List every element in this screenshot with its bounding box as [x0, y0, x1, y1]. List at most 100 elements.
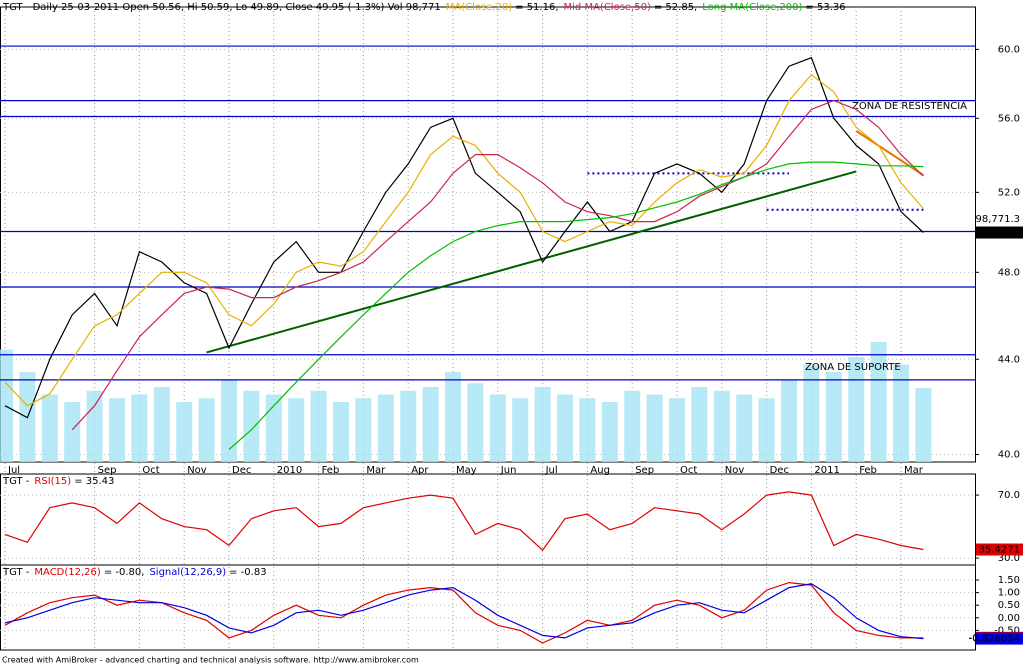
volume-bar — [445, 372, 461, 462]
x-tick-label: Aug — [590, 465, 610, 476]
series-line — [4, 73, 924, 407]
x-tick-label: Dec — [232, 465, 251, 476]
y-tick-label: 44.0 — [998, 354, 1020, 365]
footer: Created with AmiBroker - advanced charti… — [2, 656, 419, 665]
last-value-label: 35.4271 — [979, 545, 1020, 556]
volume-bar — [713, 390, 730, 462]
volume-bar — [669, 398, 685, 462]
volume-bar — [422, 387, 439, 462]
volume-bar — [691, 387, 708, 462]
x-tick-label: 2010 — [277, 465, 302, 476]
y-tick-label: 1.00 — [998, 588, 1020, 599]
legend-value: = 52.85, — [654, 2, 697, 13]
y-tick-label: 56.0 — [998, 113, 1020, 124]
trend-line — [855, 130, 924, 177]
series-line — [71, 99, 924, 431]
y-tick-label: -0.50 — [994, 625, 1020, 636]
trend-line — [206, 170, 857, 354]
volume-bar — [400, 390, 417, 462]
volume-bar — [512, 398, 529, 462]
volume-bar — [534, 387, 551, 462]
last-value-box — [976, 226, 1023, 239]
volume-bar — [265, 394, 282, 462]
legend-name: Mid MA(Close,50) — [564, 2, 651, 13]
legend-value: = 35.43 — [74, 476, 114, 487]
y-tick-label: 1.50 — [998, 575, 1020, 586]
x-tick-label: Feb — [859, 465, 877, 476]
volume-bar — [0, 349, 13, 462]
title-text: TGT - — [2, 567, 30, 578]
y-tick-label: 30.0 — [998, 553, 1020, 564]
annotation: ZONA DE SUPORTE — [805, 362, 901, 373]
y-tick-label: 52.0 — [998, 187, 1020, 198]
volume-bar — [915, 387, 932, 462]
volume-bar — [736, 394, 753, 462]
volume-bar — [243, 390, 260, 462]
volume-bar — [310, 390, 327, 462]
volume-bar — [489, 394, 506, 462]
legend-value: = -0.83 — [229, 567, 266, 578]
y-tick-label: 0.50 — [998, 600, 1020, 611]
volume-bar — [153, 387, 170, 462]
volume-bar — [41, 394, 58, 462]
volume-bar — [377, 394, 394, 462]
x-tick-label: Apr — [411, 465, 429, 476]
x-tick-label: Oct — [680, 465, 697, 476]
volume-bar — [601, 402, 618, 462]
x-tick-label: Jul — [545, 465, 558, 476]
x-tick-label: Oct — [142, 465, 159, 476]
x-tick-label: Mar — [904, 465, 924, 476]
volume-bar — [355, 398, 372, 462]
last-value-box — [976, 543, 1023, 556]
panel-title: TGT - Daily 25-03-2011 Open 50.56, Hi 50… — [2, 2, 846, 13]
legend-name: RSI(15) — [34, 476, 71, 487]
volume-bar — [781, 379, 797, 462]
volume-bar — [198, 398, 215, 462]
x-tick-label: Jul — [7, 465, 20, 476]
volume-bar — [848, 357, 865, 462]
volume-bar — [624, 390, 641, 462]
legend-value: = 51.16, — [515, 2, 558, 13]
volume-bar — [893, 364, 909, 462]
x-tick-label: Mar — [366, 465, 386, 476]
x-tick-label: Sep — [98, 465, 117, 476]
volume-bar — [646, 394, 663, 462]
volume-last-label: 98,771.3 — [975, 214, 1020, 225]
volume-bar — [64, 402, 81, 462]
last-value-label: 49.95 — [991, 228, 1020, 239]
volume-bar — [288, 398, 305, 462]
panel-title: TGT - MACD(12,26) = -0.80, Signal(12,26,9) =… — [2, 567, 267, 578]
x-tick-label: Nov — [187, 465, 207, 476]
volume-bar — [176, 402, 193, 462]
x-tick-label: Nov — [725, 465, 745, 476]
series-line — [228, 161, 924, 450]
volume-bar — [131, 394, 148, 462]
volume-bar — [803, 364, 820, 462]
y-tick-label: 0.00 — [998, 613, 1020, 624]
y-tick-label: 60.0 — [998, 44, 1020, 55]
x-tick-label: Sep — [635, 465, 654, 476]
volume-bar — [825, 372, 842, 462]
legend-name: Long MA(Close,200) — [702, 2, 802, 13]
title-text: TGT - — [2, 476, 30, 487]
x-tick-label: Dec — [770, 465, 789, 476]
series-line — [4, 583, 924, 640]
volume-bar — [870, 342, 887, 462]
last-value-box — [976, 632, 1023, 645]
y-tick-label: 48.0 — [998, 267, 1020, 278]
y-tick-label: 40.0 — [998, 449, 1020, 460]
volume-bar — [557, 394, 573, 462]
panel-title: TGT - RSI(15) = 35.43 — [2, 476, 114, 487]
last-value-label: -0.826054 — [969, 634, 1020, 645]
x-tick-label: Feb — [322, 465, 340, 476]
x-tick-label: Jun — [500, 465, 517, 476]
annotation: ZONA DE RESISTÊNCIA — [852, 99, 967, 112]
legend-value: = -0.80, — [104, 567, 145, 578]
legend-name: Signal(12,26,9) — [149, 567, 226, 578]
volume-bar — [221, 379, 237, 462]
series-line — [4, 491, 924, 552]
y-tick-label: 70.0 — [998, 490, 1020, 501]
series-line — [4, 56, 924, 419]
